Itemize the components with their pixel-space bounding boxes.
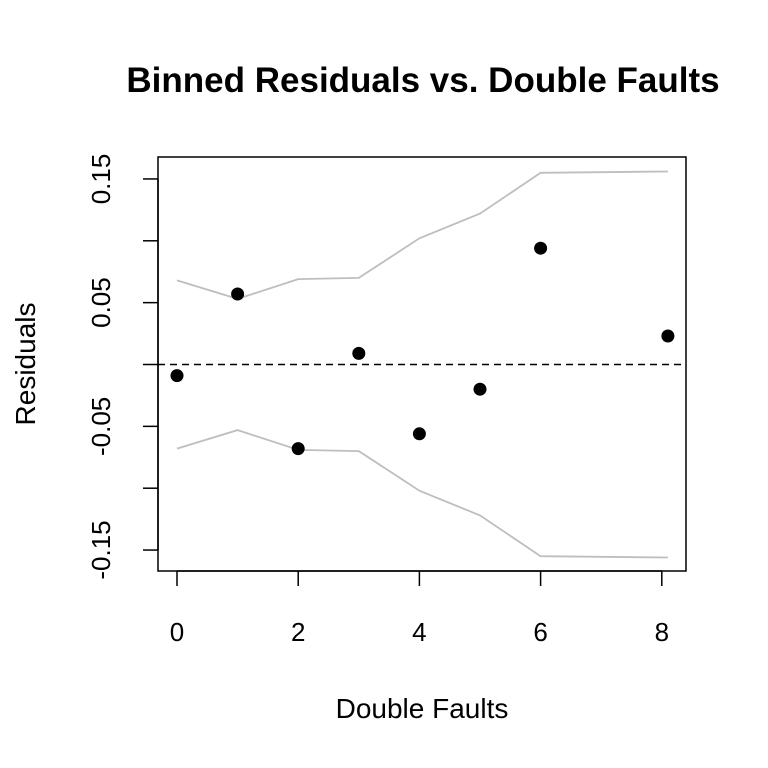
y-tick-label: -0.05 [86,397,116,456]
residual-point [534,241,548,255]
residual-point [231,287,245,301]
y-axis: -0.15 -0.05 0.05 0.15 [86,154,159,580]
lower-bound-line [176,429,668,559]
x-tick-label: 6 [533,617,547,647]
confidence-bounds [176,170,668,559]
y-axis-label: Residuals [10,303,41,426]
x-tick-label: 2 [291,617,305,647]
y-tick-label: 0.15 [86,154,116,205]
residual-point [170,369,184,383]
chart-title: Binned Residuals vs. Double Faults [126,61,719,100]
residual-point [412,427,426,441]
residual-point [473,382,487,396]
x-tick-label: 4 [412,617,426,647]
y-tick-label: 0.05 [86,277,116,328]
residual-point [291,442,305,456]
residual-point [661,329,675,343]
upper-bound-line [176,170,668,300]
x-axis-label: Double Faults [336,693,509,724]
x-tick-label: 8 [655,617,669,647]
x-tick-label: 0 [170,617,184,647]
residual-points [170,241,675,456]
x-axis: 0 2 4 6 8 [170,570,669,647]
residual-point [352,346,366,360]
y-tick-label: -0.15 [86,520,116,579]
